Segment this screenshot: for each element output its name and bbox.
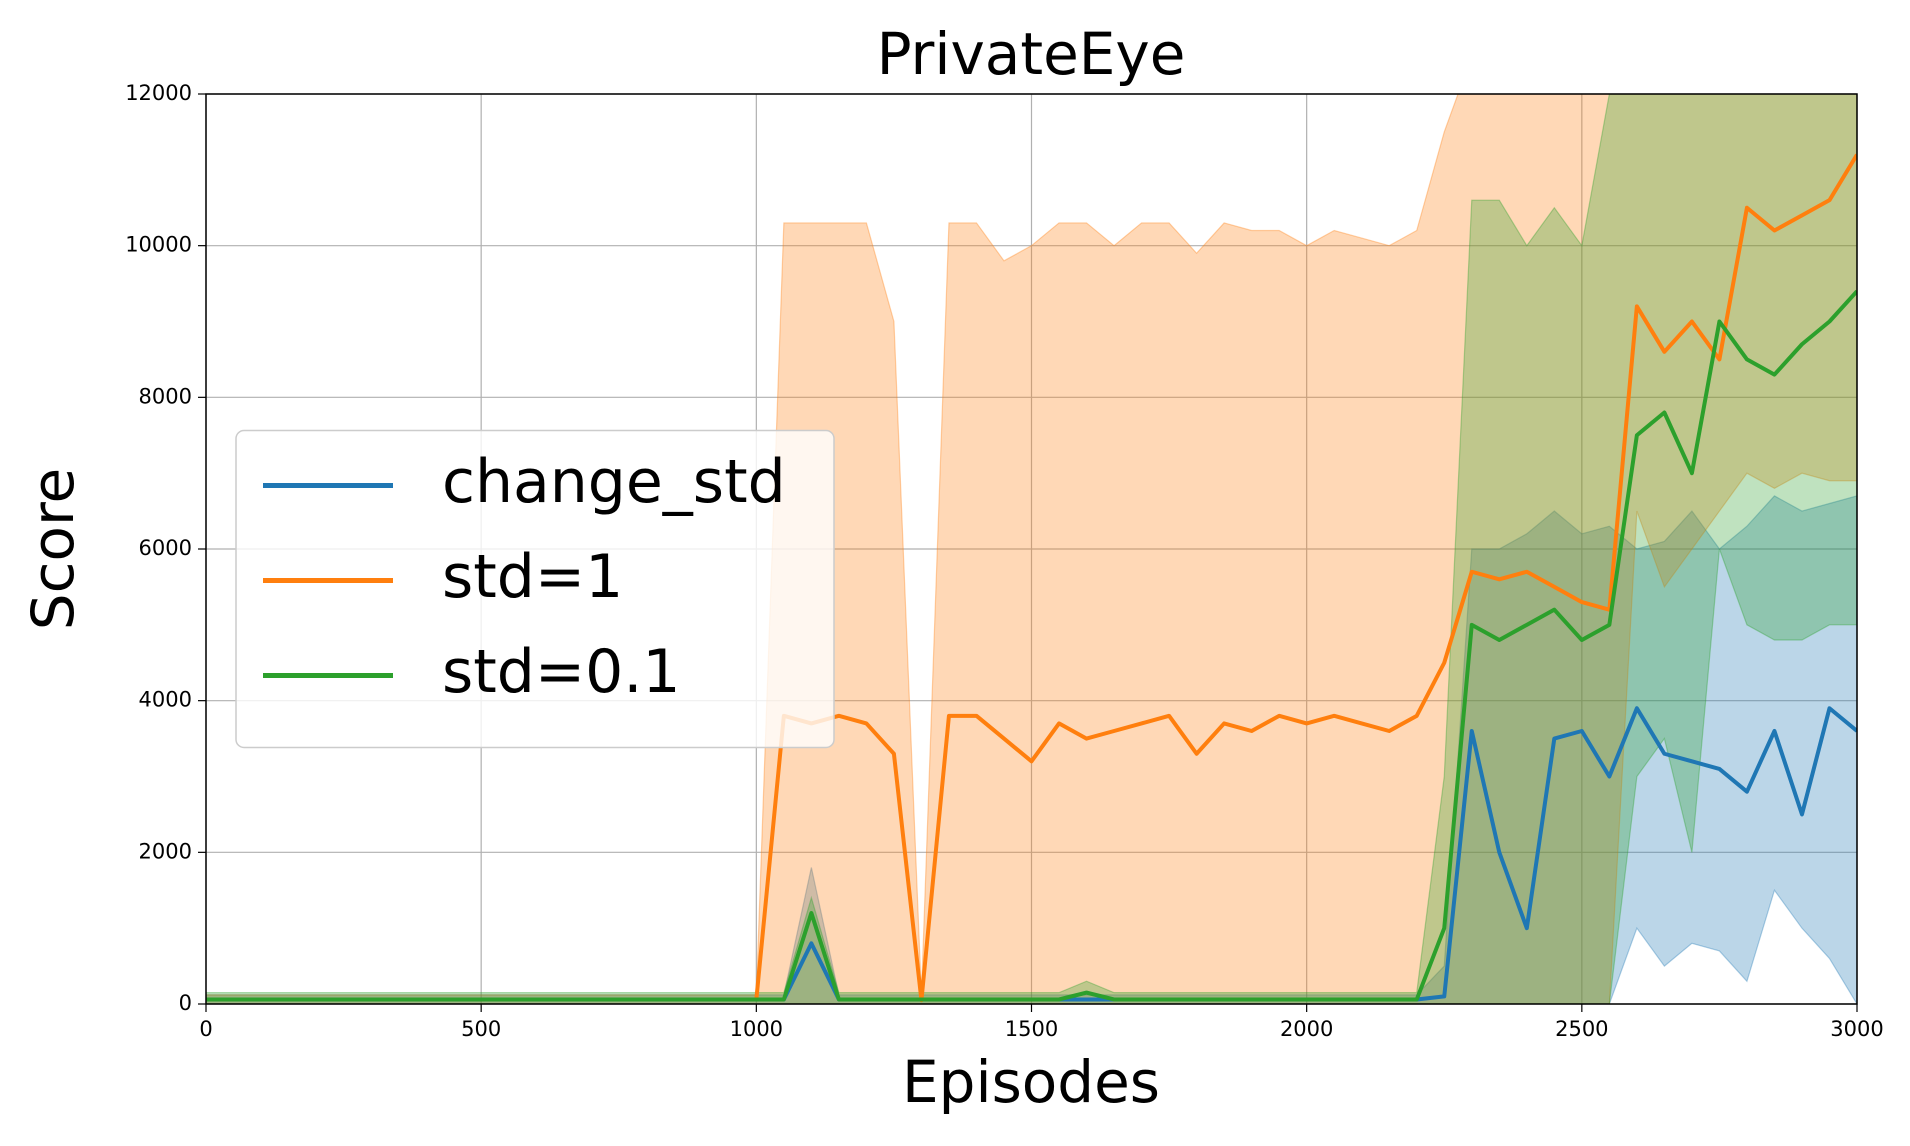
x-tick-label: 2500: [1555, 1017, 1608, 1041]
error-band: [206, 495, 1857, 1004]
x-tick-label: 3000: [1830, 1017, 1883, 1041]
legend: change_std std=1 std=0.1: [235, 429, 835, 749]
y-tick-label: 4000: [139, 688, 192, 712]
x-tick-label: 2000: [1280, 1017, 1333, 1041]
legend-label: change_std: [442, 447, 786, 517]
legend-label: std=1: [442, 542, 623, 612]
plot-area: [206, 94, 1857, 1004]
plot-frame: [205, 93, 1858, 1005]
y-tick-label: 8000: [139, 384, 192, 408]
x-tick-label: 1500: [1005, 1017, 1058, 1041]
error-band: [206, 94, 1857, 1004]
chart-title: PrivateEye: [877, 20, 1186, 88]
y-tick-label: 12000: [125, 81, 192, 105]
y-tick-label: 0: [179, 991, 192, 1015]
x-tick-label: 0: [199, 1017, 212, 1041]
line: [206, 289, 1857, 1002]
axes: 0 500 1000 1500 2000 2500 3000 0 2000 4000 6000 800…: [125, 81, 1884, 1041]
x-axis-label: Episodes: [902, 1048, 1160, 1116]
x-tick-label: 500: [461, 1017, 501, 1041]
y-tick-label: 2000: [139, 839, 192, 863]
y-tick-label: 6000: [139, 536, 192, 560]
y-tick-label: 10000: [125, 233, 192, 257]
legend-frame: [235, 429, 835, 749]
y-axis-label: Score: [19, 468, 87, 630]
x-tick-label: 1000: [730, 1017, 783, 1041]
legend-label: std=0.1: [442, 637, 681, 707]
